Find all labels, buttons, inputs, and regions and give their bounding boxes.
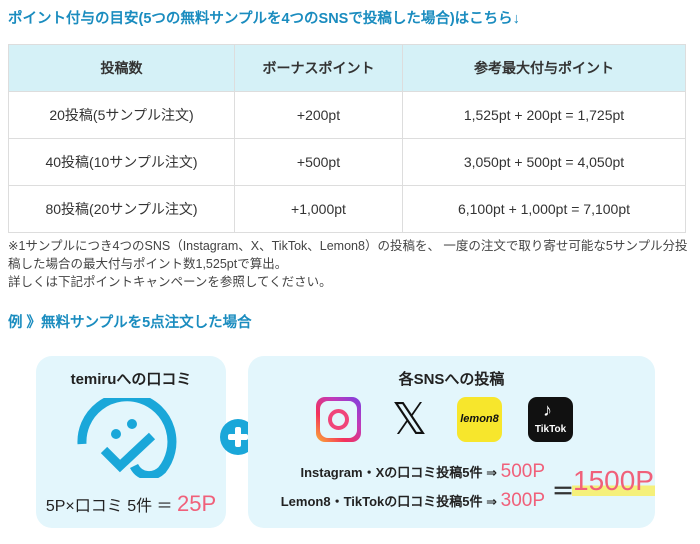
points-table: 投稿数 ボーナスポイント 参考最大付与ポイント 20投稿(5サンプル注文) +200p… (8, 44, 686, 233)
cell: +200pt (234, 91, 403, 139)
note-line: ※1サンプルにつき4つのSNS（Instagram、X、TikTok、Lemon… (8, 239, 688, 271)
tiktok-label: TikTok (534, 424, 567, 435)
cell: 6,100pt + 1,000pt = 7,100pt (402, 185, 686, 233)
cell: 80投稿(20サンプル注文) (8, 185, 235, 233)
table-row: 20投稿(5サンプル注文) +200pt 1,525pt + 200pt = 1,7… (8, 91, 686, 139)
total-points: 1500P (572, 465, 655, 496)
instagram-icon (316, 397, 361, 442)
col-header: 参考最大付与ポイント (402, 44, 686, 92)
line-text: Lemon8・TikTokの口コミ投稿5件 ⇒ (280, 494, 501, 509)
example-heading: 例 》無料サンプルを5点注文した場合 (8, 315, 252, 331)
cell: 40投稿(10サンプル注文) (8, 138, 235, 186)
temiru-card: temiruへの口コミ 5P×口コミ 5件 ＝ 25P (36, 356, 226, 528)
cell: 1,525pt + 200pt = 1,725pt (402, 91, 686, 139)
cell: +1,000pt (234, 185, 403, 233)
instagram-x-line: Instagram・Xの口コミ投稿5件 ⇒ 500P (300, 461, 545, 483)
cell: +500pt (234, 138, 403, 186)
footnote: ※1サンプルにつき4つのSNS（Instagram、X、TikTok、Lemon… (8, 237, 693, 291)
cell: 20投稿(5サンプル注文) (8, 91, 235, 139)
tiktok-icon: ♪ TikTok (528, 397, 573, 442)
table-row: 80投稿(20サンプル注文) +1,000pt 6,100pt + 1,000pt … (8, 185, 686, 233)
lemon8-tiktok-line: Lemon8・TikTokの口コミ投稿5件 ⇒ 300P (281, 490, 545, 512)
sns-card: 各SNSへの投稿 (248, 356, 655, 528)
x-icon: 𝕏 (391, 394, 428, 445)
note-line: 詳しくは下記ポイントキャンペーンを参照してください。 (8, 275, 332, 289)
temiru-formula: 5P×口コミ 5件 ＝ 25P (36, 491, 226, 517)
formula-text: 5P×口コミ 5件 ＝ (45, 498, 177, 515)
line-value: 500P (500, 461, 545, 482)
temiru-logo-icon (77, 398, 177, 478)
lemon8-icon: lemon8 (457, 397, 502, 442)
temiru-result: 25P (177, 491, 217, 516)
table-row: 40投稿(10サンプル注文) +500pt 3,050pt + 500pt = 4,… (8, 138, 686, 186)
cell: 3,050pt + 500pt = 4,050pt (402, 138, 686, 186)
line-text: Instagram・Xの口コミ投稿5件 ⇒ (300, 465, 501, 480)
line-value: 300P (500, 490, 545, 511)
col-header: ボーナスポイント (234, 44, 403, 92)
page-heading: ポイント付与の目安(5つの無料サンプルを4つのSNSで投稿した場合)はこちら↓ (8, 11, 520, 27)
card-title: temiruへの口コミ (70, 371, 192, 388)
equals-sign: ＝ (552, 479, 575, 504)
card-title: 各SNSへの投稿 (398, 371, 505, 388)
col-header: 投稿数 (8, 44, 235, 92)
